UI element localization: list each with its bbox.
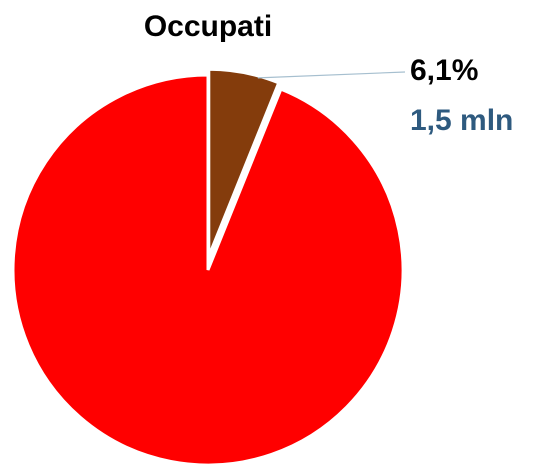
chart-title: Occupati	[144, 10, 272, 43]
value-label: 6,1%	[410, 54, 478, 87]
sub-label: 1,5 mln	[410, 104, 513, 137]
pie-slice	[11, 73, 405, 467]
pie-slice	[207, 67, 281, 257]
leader-line	[257, 71, 406, 79]
